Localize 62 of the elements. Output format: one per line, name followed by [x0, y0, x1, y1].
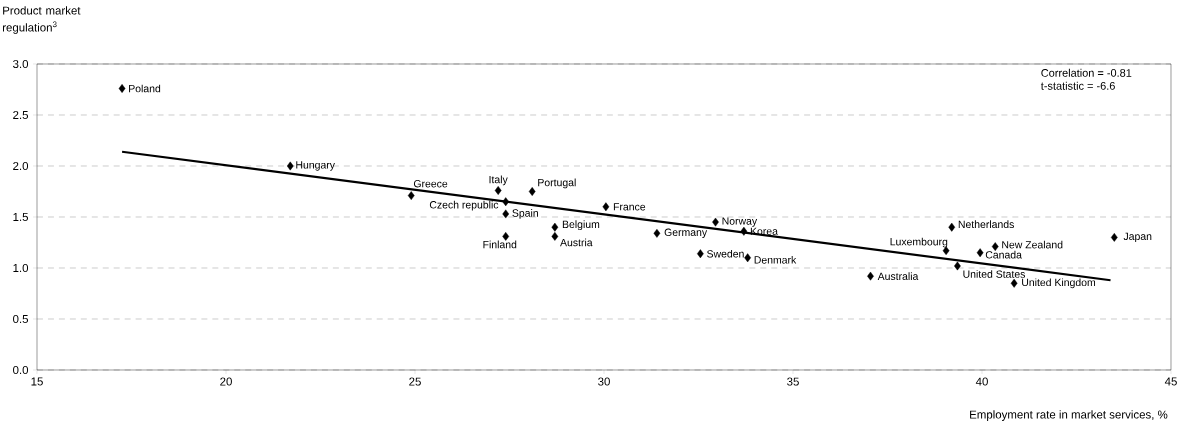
point [118, 84, 126, 93]
y-tick-label: 2.0 [13, 161, 29, 171]
x-tick-label: 40 [975, 377, 988, 386]
point [551, 232, 559, 241]
annotation: Japan [1123, 232, 1152, 243]
point [407, 191, 415, 200]
annotation: Correlation = -0.81 [1041, 68, 1132, 77]
point [744, 253, 751, 263]
annotation: Sweden [707, 249, 744, 258]
annotation: United Kingdom [1022, 278, 1096, 289]
x-tick-label: 15 [31, 377, 43, 386]
point [867, 271, 874, 281]
point [954, 261, 961, 271]
x-axis-title: Employment rate in market services, % [970, 410, 1168, 421]
point [494, 186, 502, 195]
annotation: United States [963, 270, 1026, 278]
point [502, 209, 510, 219]
annotation: Portugal [538, 178, 576, 189]
annotation: Spain [512, 209, 538, 219]
point [653, 228, 661, 238]
annotation: Italy [489, 175, 508, 186]
point [712, 217, 719, 227]
annotation: t-statistic = -6.6 [1040, 81, 1115, 90]
y-tick-label: 1.0 [13, 263, 29, 273]
annotation: Denmark [754, 255, 797, 264]
annotation: Hungary [296, 161, 335, 171]
annotation: Australia [877, 272, 919, 281]
annotation: Germany [664, 228, 708, 239]
annotation: Czech republic [429, 200, 499, 211]
point [502, 197, 510, 207]
x-tick-label: 30 [598, 377, 610, 386]
annotation: Belgium [562, 220, 600, 231]
point [528, 187, 536, 196]
y-tick-label: 2.5 [13, 110, 29, 120]
annotation: Finland [483, 240, 517, 249]
y-axis-title: Product market regulation$^{3}$ [2, 6, 81, 34]
point [697, 249, 704, 259]
annotation: Austria [560, 238, 593, 247]
point [976, 248, 984, 258]
annotation: France [613, 203, 646, 211]
x-tick-label: 20 [220, 377, 232, 386]
annotation: Luxembourg [890, 237, 948, 248]
y-tick-label: 0.5 [13, 314, 29, 324]
point [1010, 278, 1018, 288]
x-tick-label: 25 [409, 377, 421, 386]
point [948, 222, 956, 232]
annotation: Canada [985, 250, 1022, 259]
point [286, 161, 294, 171]
x-tick-label: 35 [787, 377, 799, 386]
annotation: Netherlands [958, 220, 1014, 229]
annotation: Norway [722, 217, 758, 227]
point [991, 242, 999, 251]
x-tick-label: 45 [1164, 377, 1177, 386]
point [602, 202, 610, 212]
y-tick-label: 1.5 [13, 213, 29, 221]
point [551, 222, 559, 232]
y-tick-label: 3.0 [13, 59, 29, 69]
point [1110, 233, 1118, 242]
y-tick-label: 0.0 [13, 365, 29, 375]
annotation: New Zealand [1002, 240, 1063, 249]
annotation: Poland [129, 84, 161, 93]
annotation: Greece [413, 180, 448, 188]
